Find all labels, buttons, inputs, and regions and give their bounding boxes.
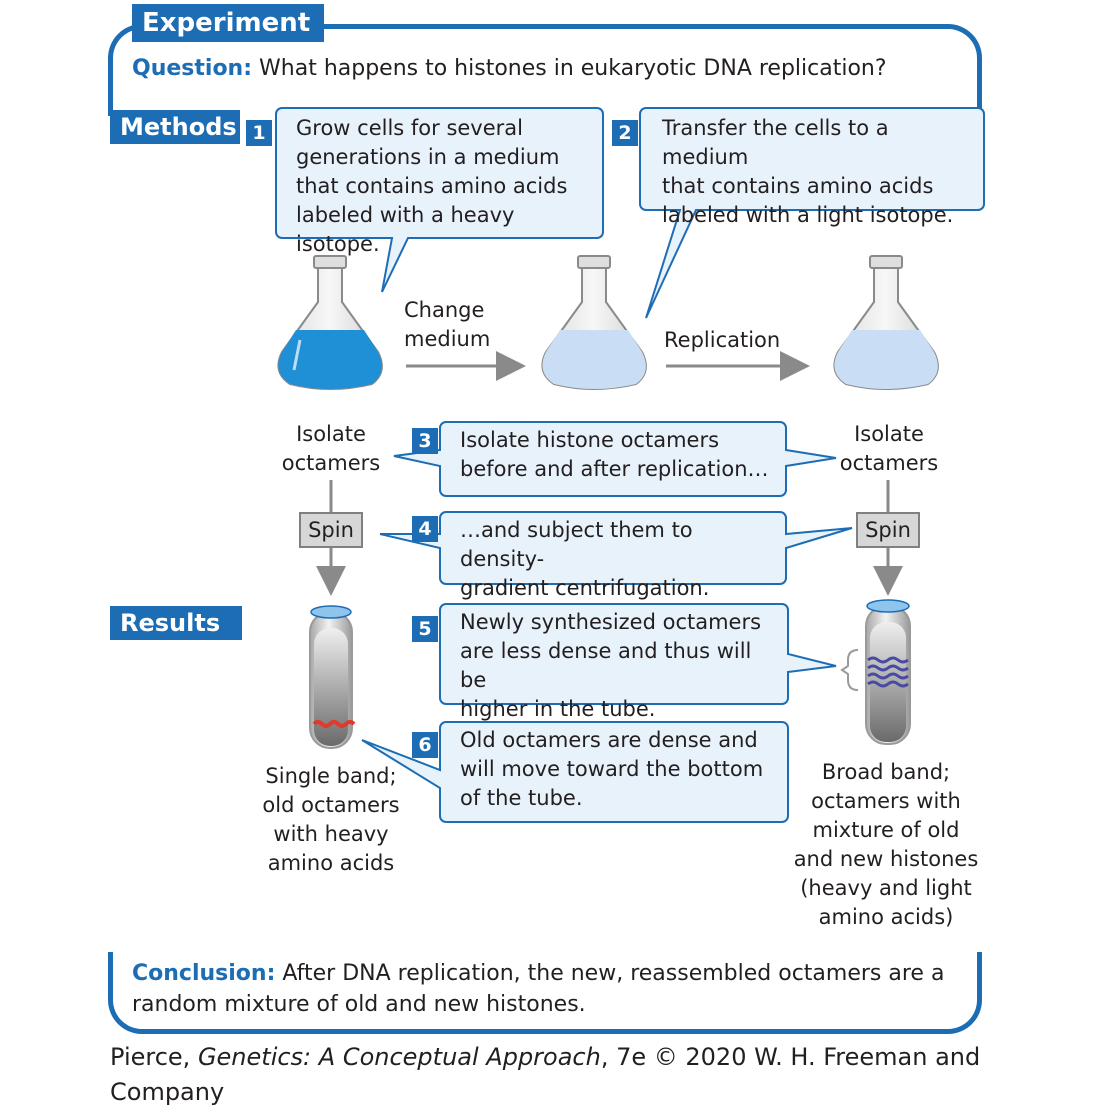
conclusion-lead: Conclusion:: [132, 961, 276, 986]
step-3-number: 3: [412, 428, 438, 454]
step-4-text: …and subject them to density- gradient c…: [460, 518, 710, 600]
change-medium-label: Change medium: [404, 298, 491, 351]
step-5-text: Newly synthesized octamers are less dens…: [460, 610, 762, 721]
flask-replicated: [833, 255, 939, 390]
step-2-number: 2: [612, 120, 638, 146]
bubble-4: [379, 511, 853, 585]
experiment-frame: [108, 24, 982, 116]
flask-light: [541, 255, 647, 390]
step-3-text: Isolate histone octamers before and afte…: [460, 428, 769, 481]
question-text: What happens to histones in eukaryotic D…: [259, 56, 887, 81]
old-band: [312, 720, 356, 728]
credit-prefix: Pierce,: [110, 1043, 198, 1071]
step-1-number: 1: [246, 120, 272, 146]
isolate-right-label: Isolate octamers: [839, 422, 939, 475]
spin-left: Spin: [299, 512, 363, 548]
methods-tag: Methods: [110, 110, 240, 144]
step-1-text: Grow cells for several generations in a …: [296, 116, 568, 256]
result-right-label: Broad band; octamers with mixture of old…: [793, 760, 979, 929]
tube-left: [309, 605, 356, 749]
bubble-2: [639, 107, 985, 319]
bubble-5: [439, 603, 837, 705]
credit-line: Pierce, Genetics: A Conceptual Approach,…: [110, 1040, 990, 1110]
band-bracket: [840, 649, 859, 691]
tube-right: [840, 599, 911, 745]
step-2-text: Transfer the cells to a medium that cont…: [662, 116, 954, 227]
step-4-number: 4: [412, 516, 438, 542]
results-tag: Results: [110, 606, 242, 640]
spin-right: Spin: [856, 512, 920, 548]
isolate-left-label: Isolate octamers: [281, 422, 381, 475]
broad-band: [867, 656, 909, 688]
credit-suffix: , 7e © 2020 W. H. Freeman and Company: [110, 1043, 981, 1106]
replication-label: Replication: [664, 328, 781, 352]
conclusion-text: After DNA replication, the new, reassemb…: [132, 961, 945, 1017]
flask-heavy: [277, 255, 383, 390]
conclusion-frame: [108, 952, 982, 1034]
bubble-6: [361, 721, 789, 823]
question-lead: Question:: [132, 56, 253, 81]
bubble-3: [393, 421, 837, 497]
bubble-1: [275, 107, 604, 293]
step-6-number: 6: [412, 732, 438, 758]
question: Question: What happens to histones in eu…: [132, 52, 887, 86]
credit-title: Genetics: A Conceptual Approach: [197, 1043, 601, 1071]
step-5-number: 5: [412, 616, 438, 642]
experiment-tag: Experiment: [132, 4, 324, 42]
conclusion: Conclusion: After DNA replication, the n…: [132, 958, 982, 1020]
result-left-label: Single band; old octamers with heavy ami…: [262, 764, 400, 875]
step-6-text: Old octamers are dense and will move tow…: [460, 728, 764, 810]
